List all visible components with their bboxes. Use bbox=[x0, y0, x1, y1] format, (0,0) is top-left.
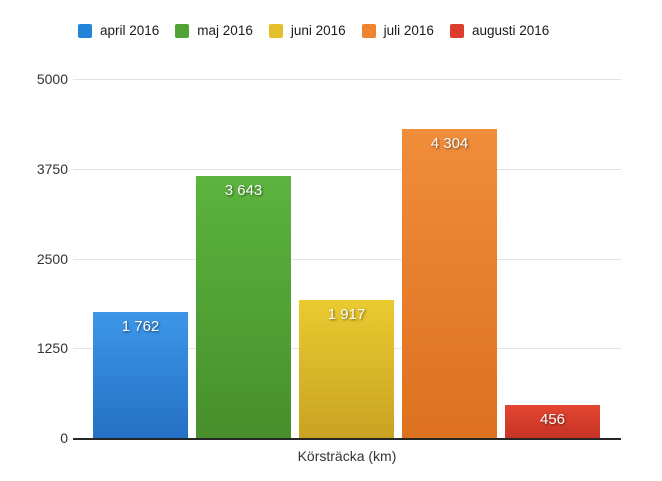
bar-value-label: 3 643 bbox=[224, 182, 263, 200]
legend: april 2016 maj 2016 juni 2016 juli 2016 augu… bbox=[78, 23, 549, 38]
bar-value-label: 1 917 bbox=[327, 306, 366, 324]
legend-label: april 2016 bbox=[100, 23, 160, 38]
legend-swatch-icon bbox=[78, 23, 92, 38]
legend-label: juni 2016 bbox=[290, 23, 346, 38]
legend-item-juni-2016[interactable]: juni 2016 bbox=[268, 23, 346, 38]
legend-swatch-icon bbox=[175, 23, 190, 38]
bar-juni-2016[interactable]: 1 917 bbox=[299, 300, 394, 438]
plot-area: 1 762 3 643 1 917 4 304 456 bbox=[73, 79, 621, 440]
bar-value-label: 4 304 bbox=[430, 134, 469, 152]
bar-value-label: 1 762 bbox=[121, 317, 160, 335]
y-tick-label: 5000 bbox=[36, 71, 68, 87]
legend-item-april-2016[interactable]: april 2016 bbox=[78, 23, 159, 38]
gridline bbox=[73, 79, 621, 80]
gridline bbox=[73, 168, 621, 170]
x-axis-label: Körsträcka (km) bbox=[297, 448, 397, 464]
legend-swatch-icon bbox=[361, 23, 376, 38]
y-tick-label: 1250 bbox=[36, 340, 68, 357]
legend-item-juli-2016[interactable]: juli 2016 bbox=[361, 23, 434, 38]
bar-juli-2016[interactable]: 4 304 bbox=[402, 128, 497, 438]
y-tick-label: 3750 bbox=[36, 160, 68, 177]
y-tick-label: 0 bbox=[60, 430, 68, 446]
bar-maj-2016[interactable]: 3 643 bbox=[196, 176, 291, 438]
legend-item-maj-2016[interactable]: maj 2016 bbox=[175, 23, 253, 38]
legend-label: juli 2016 bbox=[383, 23, 434, 38]
legend-item-augusti-2016[interactable]: augusti 2016 bbox=[449, 23, 550, 38]
legend-swatch-icon bbox=[449, 23, 464, 38]
bar-augusti-2016[interactable]: 456 bbox=[505, 405, 600, 438]
legend-label: maj 2016 bbox=[197, 23, 253, 38]
bar-april-2016[interactable]: 1 762 bbox=[93, 311, 188, 438]
gridline bbox=[73, 258, 621, 260]
legend-swatch-icon bbox=[268, 23, 283, 38]
legend-label: augusti 2016 bbox=[471, 23, 550, 38]
bar-value-label: 456 bbox=[539, 411, 566, 429]
y-tick-label: 2500 bbox=[36, 250, 68, 267]
